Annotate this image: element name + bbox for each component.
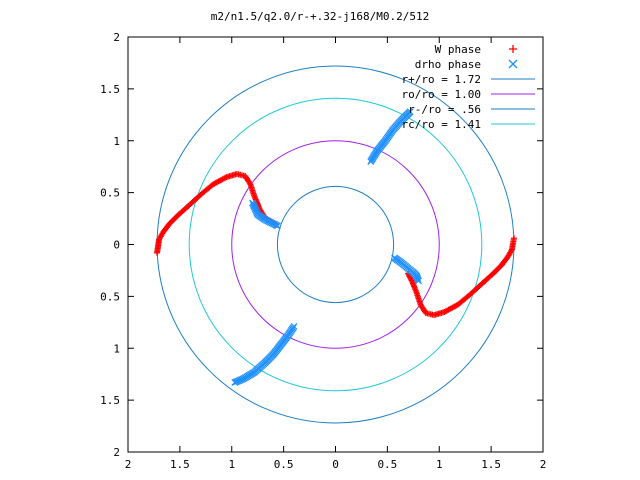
circle-1 [231,140,440,349]
drho-phase-point-79 [290,323,298,330]
x-tick-label: 1 [436,458,443,471]
y-tick-label: 1 [113,135,120,148]
legend-label-5: rc/ro = 1.41 [402,118,481,131]
y-tick-label: 0 [113,239,120,252]
x-tick-label: 0 [332,458,339,471]
legend: W phase drho phase r+/ro = 1.72 ro/ro = 1.0… [402,43,535,131]
y-tick-label: 0.5 [100,290,120,303]
y-tick-label: 2 [113,31,120,44]
axis-ticks: 2 1.5 1 0.5 0 0.5 1 1.5 221.510.500.511.52 [100,31,546,471]
legend-label-4: r-/ro = .56 [408,103,481,116]
drho-phase-point-145 [415,277,422,285]
w-phase-point-186 [442,308,449,315]
y-tick-label: 2 [113,446,120,459]
y-tick-label: 1.5 [100,394,120,407]
y-tick-label: 1.5 [100,83,120,96]
legend-label-0: W phase [435,43,481,56]
x-tick-label: 1.5 [170,458,190,471]
drho-phase-point-122 [406,108,414,116]
drho-phase-point-23 [273,222,281,230]
legend-label-3: ro/ro = 1.00 [402,88,481,101]
circle-2 [276,185,395,304]
series-markers [154,108,517,386]
legend-swatch-0 [509,45,517,53]
x-tick-label: 2 [125,458,132,471]
x-tick-label: 0.5 [274,458,294,471]
legend-label-2: r+/ro = 1.72 [402,73,481,86]
chart-title: m2/n1.5/q2.0/r-+.32-j168/M0.2/512 [211,10,430,23]
w-phase-point-68 [222,174,229,181]
y-tick-label: 1 [113,342,120,355]
y-tick-label: 0.5 [100,187,120,200]
legend-swatch-1 [508,59,518,69]
circle-3 [188,97,483,392]
x-tick-label: 1 [228,458,235,471]
x-tick-label: 1.5 [481,458,501,471]
x-tick-label: 2 [540,458,547,471]
x-tick-label: 0.5 [377,458,397,471]
legend-label-1: drho phase [415,58,481,71]
